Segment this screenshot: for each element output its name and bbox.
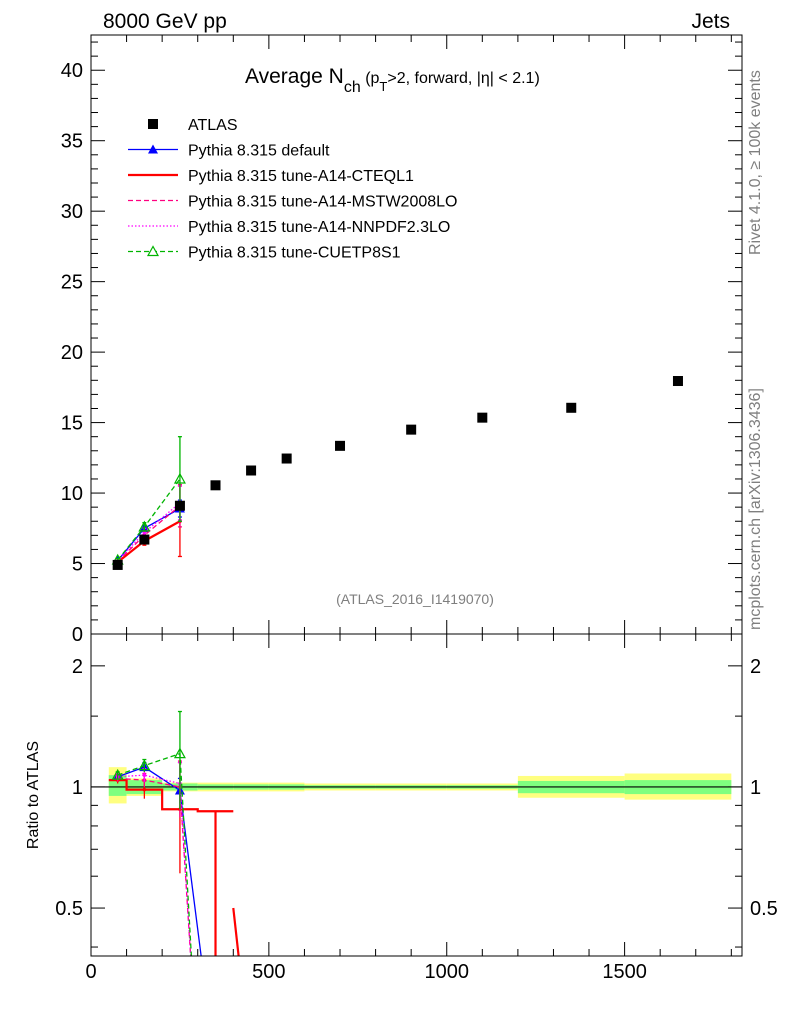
chart-title-rest-sub: T: [379, 79, 387, 94]
chart-title-rest-1: (p: [361, 70, 380, 87]
legend-label: ATLAS: [188, 117, 238, 134]
side-label-bottom: mcplots.cern.ch [arXiv:1306.3436]: [747, 388, 764, 630]
legend-item: Pythia 8.315 default: [128, 143, 330, 160]
series-line: [117, 505, 181, 562]
ratio-frame: [90, 633, 743, 957]
main-plot: 5 10 15 20 25 30 35 40 0: [61, 35, 742, 646]
ratio-line: [117, 774, 192, 956]
atlas-data-point: [566, 402, 577, 413]
xtick-label: 1000: [424, 961, 469, 983]
xtick-label: 0: [85, 961, 96, 983]
legend-marker: [146, 245, 160, 257]
ratio-point: [138, 759, 151, 771]
watermark: (ATLAS_2016_I1419070): [336, 591, 494, 607]
legend-label: Pythia 8.315 tune-A14-MSTW2008LO: [188, 194, 457, 211]
legend-marker: [148, 144, 158, 154]
atlas-data-point: [281, 453, 292, 464]
ratio-ytick-label-right: 2: [750, 656, 761, 678]
xtick-label: 1500: [602, 961, 647, 983]
atlas-data-point: [477, 412, 488, 423]
atlas-data-point: [112, 559, 123, 570]
atlas-data-point: [406, 424, 417, 435]
legend: ATLAS Pythia 8.315 default Pythia 8.315 tu…: [128, 117, 457, 262]
ratio-ytick-label: 1: [72, 777, 83, 799]
xtick-label: 500: [252, 961, 285, 983]
chart-title-sub: ch: [344, 79, 361, 96]
ratio-point: [111, 768, 124, 780]
chart-title-rest-2: >2, forward, |η| < 2.1): [387, 70, 539, 87]
ratio-line: [117, 777, 192, 956]
main-ytick-label: 40: [61, 60, 83, 82]
legend-marker: [148, 119, 158, 129]
ratio-ytick-label: 2: [72, 656, 83, 678]
series-atlas: [112, 376, 683, 570]
data-point: [173, 472, 186, 484]
legend-label: Pythia 8.315 default: [188, 143, 330, 160]
atlas-data-point: [672, 376, 683, 387]
ratio-line: [117, 766, 202, 956]
legend-item: Pythia 8.315 tune-A14-MSTW2008LO: [128, 194, 457, 211]
main-ytick-label: 15: [61, 413, 83, 435]
chart-title: Average Nch (pT>2, forward, |η| < 2.1): [245, 65, 540, 96]
ratio-plot: 0.5 0.5 1 1 2 2 0 500 1000 1500: [55, 634, 778, 983]
main-ytick-label: 35: [61, 131, 83, 153]
legend-item: Pythia 8.315 tune-A14-CTEQL1: [128, 168, 414, 185]
ratio-ytick-label: 0.5: [55, 898, 83, 920]
atlas-data-point: [139, 534, 150, 545]
ratio-point: [142, 773, 147, 777]
atlas-data-point: [335, 440, 346, 451]
ratio-pythia-8-315-tune-a14-nnpdf2-3lo: [115, 761, 192, 956]
legend-label: Pythia 8.315 tune-A14-NNPDF2.3LO: [188, 219, 450, 236]
main-ytick-label: 20: [61, 342, 83, 364]
ratio-ytick-label-right: 1: [750, 777, 761, 799]
header-left: 8000 GeV pp: [103, 10, 227, 33]
atlas-data-point: [174, 500, 185, 511]
chart-title-main: Average N: [245, 65, 344, 88]
ratio-point: [173, 747, 186, 759]
main-ytick-label: 30: [61, 201, 83, 223]
main-ytick-label-zero: 0: [72, 624, 83, 646]
series-line: [117, 478, 181, 561]
legend-item: Pythia 8.315 tune-A14-NNPDF2.3LO: [128, 219, 450, 236]
series-pythia-8-315-tune-cuetp8s1: [111, 436, 186, 565]
ratio-ylabel: Ratio to ATLAS: [25, 741, 42, 849]
ratio-pythia-8-315-tune-a14-mstw2008lo: [115, 760, 192, 956]
main-ytick-label: 25: [61, 272, 83, 294]
legend-label: Pythia 8.315 tune-A14-CTEQL1: [188, 168, 414, 185]
ratio-pythia-8-315-tune-cuetp8s1: [111, 710, 193, 956]
ratio-drop-right: [232, 907, 240, 956]
ratio-ytick-label-right: 0.5: [750, 898, 778, 920]
legend-item: Pythia 8.315 tune-CUETP8S1: [128, 245, 401, 262]
ratio-line: [108, 779, 234, 813]
legend-item: ATLAS: [148, 117, 238, 134]
ratio-series: [108, 710, 240, 956]
main-ytick-label: 10: [61, 483, 83, 505]
main-ytick-label: 5: [72, 554, 83, 576]
ratio-pythia-8-315-default: [112, 761, 202, 956]
ratio-point: [142, 787, 147, 792]
atlas-data-point: [210, 480, 221, 491]
header-right: Jets: [691, 10, 730, 33]
data-point: [138, 520, 151, 532]
atlas-data-point: [246, 465, 257, 476]
legend-label: Pythia 8.315 tune-CUETP8S1: [188, 245, 401, 262]
side-label-top: Rivet 4.1.0, ≥ 100k events: [747, 70, 764, 255]
